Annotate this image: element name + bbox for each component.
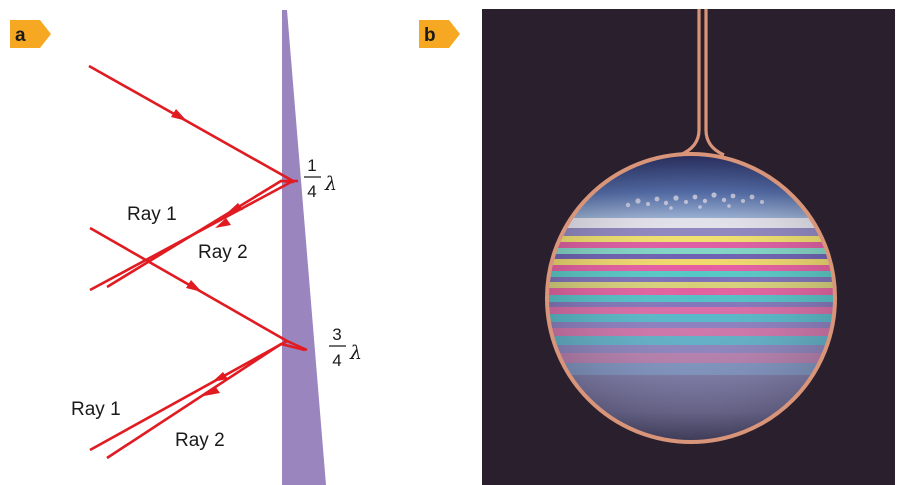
top-ray-pair xyxy=(88,64,298,292)
thickness-bottom-lambda: λ xyxy=(349,342,362,364)
top-ray1-arrow xyxy=(227,203,243,213)
thickness-bottom-numerator: 3 xyxy=(332,325,341,344)
thickness-three-quarter-wavelength: 3 4 λ xyxy=(329,325,362,370)
ray1-label-bottom: Ray 1 xyxy=(71,399,121,420)
bottom-film-crossing xyxy=(286,339,308,352)
soap-film xyxy=(548,155,834,441)
panel-b: b xyxy=(419,9,895,485)
top-incident-arrow xyxy=(171,109,187,121)
top-incident-and-ray1 xyxy=(88,64,296,292)
wedge-film xyxy=(282,10,326,485)
thickness-bottom-denominator: 4 xyxy=(332,351,341,370)
ray2-label-top: Ray 2 xyxy=(198,242,248,263)
bottom-ray1-arrow xyxy=(212,372,228,382)
thickness-quarter-wavelength: 1 4 λ xyxy=(304,156,337,201)
ray2-label-bottom: Ray 2 xyxy=(175,430,225,451)
top-ray2-arrow xyxy=(215,218,231,228)
wire-loop xyxy=(545,9,837,444)
thickness-top-denominator: 4 xyxy=(307,182,316,201)
panel-a-tab-label: a xyxy=(15,25,26,46)
bottom-ray2 xyxy=(106,342,306,460)
soap-film-photo xyxy=(482,9,895,485)
panel-a: a Ray 1 Ray 2 Ray 1 Ray 2 1 xyxy=(10,10,362,485)
bottom-incident-arrow xyxy=(186,280,202,292)
panel-b-tab-label: b xyxy=(424,25,436,46)
panel-b-tab: b xyxy=(419,20,460,48)
ray1-label-top: Ray 1 xyxy=(127,204,177,225)
panel-a-tab: a xyxy=(10,20,51,48)
bottom-ray2-arrow xyxy=(204,386,220,396)
bottom-ray-pair xyxy=(89,226,308,460)
thickness-top-numerator: 1 xyxy=(307,156,316,175)
thickness-top-lambda: λ xyxy=(324,173,337,195)
